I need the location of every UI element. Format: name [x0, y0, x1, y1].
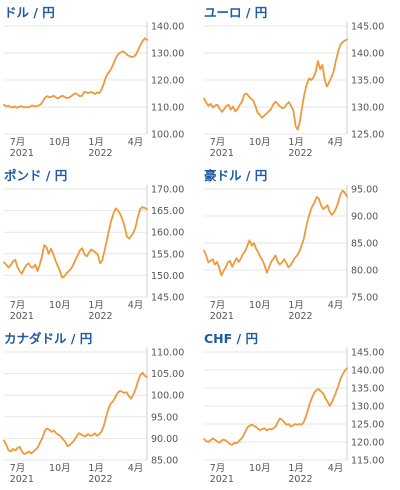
chart-title: ドル / 円 [4, 5, 55, 20]
chart-title: 豪ドル / 円 [204, 168, 268, 183]
x-tick-year-label: 2022 [88, 474, 112, 485]
x-tick-label: 4月 [328, 137, 344, 148]
x-tick-year-label: 2022 [88, 148, 112, 159]
y-tick-label: 130.00 [351, 402, 384, 413]
chart-title: ユーロ / 円 [204, 5, 268, 20]
y-tick-label: 140.00 [151, 22, 184, 33]
x-tick-label: 10月 [49, 137, 71, 148]
y-tick-label: 170.00 [151, 185, 184, 196]
y-tick-label: 135.00 [351, 76, 384, 87]
x-tick-label: 10月 [249, 463, 271, 474]
y-tick-label: 90.00 [151, 434, 178, 445]
x-tick-label: 7月 [10, 463, 26, 474]
chart-panel: ユーロ / 円 125.00 130.00 135.00 140.00 145.00 7月 2… [200, 0, 400, 163]
y-tick-label: 130.00 [351, 103, 384, 114]
chart-title: CHF / 円 [204, 331, 258, 346]
x-tick-year-label: 2021 [10, 311, 34, 322]
x-tick-year-label: 2022 [88, 311, 112, 322]
y-tick-label: 125.00 [351, 130, 384, 141]
y-tick-label: 160.00 [151, 228, 184, 239]
x-tick-label: 10月 [249, 137, 271, 148]
x-tick-label: 4月 [128, 463, 144, 474]
y-tick-label: 100.00 [151, 130, 184, 141]
x-tick-label: 10月 [49, 463, 71, 474]
x-tick-year-label: 2021 [10, 474, 34, 485]
y-tick-label: 90.00 [351, 212, 378, 223]
x-tick-year-label: 2022 [288, 311, 312, 322]
x-tick-label: 10月 [249, 300, 271, 311]
x-tick-label: 7月 [210, 137, 226, 148]
x-tick-label: 7月 [10, 137, 26, 148]
y-tick-label: 75.00 [351, 293, 378, 304]
series-line [3, 371, 148, 455]
x-tick-label: 1月 [88, 137, 104, 148]
x-tick-label: 1月 [288, 300, 304, 311]
y-tick-label: 125.00 [351, 420, 384, 431]
y-tick-label: 85.00 [351, 239, 378, 250]
series-line [3, 37, 148, 109]
series-line [203, 189, 348, 277]
y-tick-label: 115.00 [351, 456, 384, 467]
y-tick-label: 105.00 [151, 369, 184, 380]
y-tick-label: 120.00 [351, 438, 384, 449]
y-tick-label: 110.00 [151, 103, 184, 114]
chart-panel: ポンド / 円 145.00 150.00 155.00 160.00 165.00 170… [0, 163, 200, 326]
y-tick-label: 155.00 [151, 249, 184, 260]
x-tick-label: 7月 [210, 463, 226, 474]
chart-panel: 豪ドル / 円 75.00 80.00 85.00 90.00 95.00 7月 2021 10… [200, 163, 400, 326]
chart-panel: CHF / 円 115.00 120.00 125.00 130.00 135.00 140… [200, 326, 400, 489]
y-tick-label: 95.00 [351, 185, 378, 196]
x-tick-label: 7月 [10, 300, 26, 311]
y-tick-label: 95.00 [151, 412, 178, 423]
y-tick-label: 140.00 [351, 366, 384, 377]
y-tick-label: 85.00 [151, 456, 178, 467]
line-chart: 115.00 120.00 125.00 130.00 135.00 140.00 145.… [203, 348, 384, 485]
chart-panel: カナダドル / 円 85.00 90.00 95.00 100.00 105.00 110.… [0, 326, 200, 489]
chart-title: カナダドル / 円 [4, 331, 93, 346]
x-tick-label: 4月 [128, 137, 144, 148]
y-tick-label: 130.00 [151, 49, 184, 60]
x-tick-label: 4月 [328, 463, 344, 474]
x-tick-year-label: 2021 [210, 474, 234, 485]
x-tick-label: 10月 [49, 300, 71, 311]
y-tick-label: 145.00 [351, 348, 384, 359]
y-tick-label: 110.00 [151, 348, 184, 359]
y-tick-label: 165.00 [151, 206, 184, 217]
x-tick-label: 1月 [288, 137, 304, 148]
chart-title: ポンド / 円 [4, 168, 68, 183]
x-tick-year-label: 2021 [210, 148, 234, 159]
y-tick-label: 80.00 [351, 266, 378, 277]
x-tick-label: 4月 [328, 300, 344, 311]
series-line [3, 206, 148, 279]
x-tick-label: 1月 [88, 463, 104, 474]
x-tick-label: 1月 [288, 463, 304, 474]
y-tick-label: 135.00 [351, 384, 384, 395]
chart-panel: ドル / 円 100.00 110.00 120.00 130.00 140.00 7月 20… [0, 0, 200, 163]
x-tick-year-label: 2022 [288, 148, 312, 159]
x-tick-year-label: 2022 [288, 474, 312, 485]
line-chart: 145.00150.00155.00160.00165.00170.007月20… [3, 185, 184, 322]
y-tick-label: 140.00 [351, 49, 384, 60]
series-line [203, 367, 348, 446]
x-tick-year-label: 2021 [210, 311, 234, 322]
y-tick-label: 100.00 [151, 391, 184, 402]
y-tick-label: 150.00 [151, 271, 184, 282]
y-tick-label: 120.00 [151, 76, 184, 87]
y-tick-label: 145.00 [351, 22, 384, 33]
series-line [203, 38, 348, 131]
x-tick-label: 7月 [210, 300, 226, 311]
x-tick-label: 4月 [128, 300, 144, 311]
y-tick-label: 145.00 [151, 293, 184, 304]
x-tick-label: 1月 [88, 300, 104, 311]
x-tick-year-label: 2021 [10, 148, 34, 159]
